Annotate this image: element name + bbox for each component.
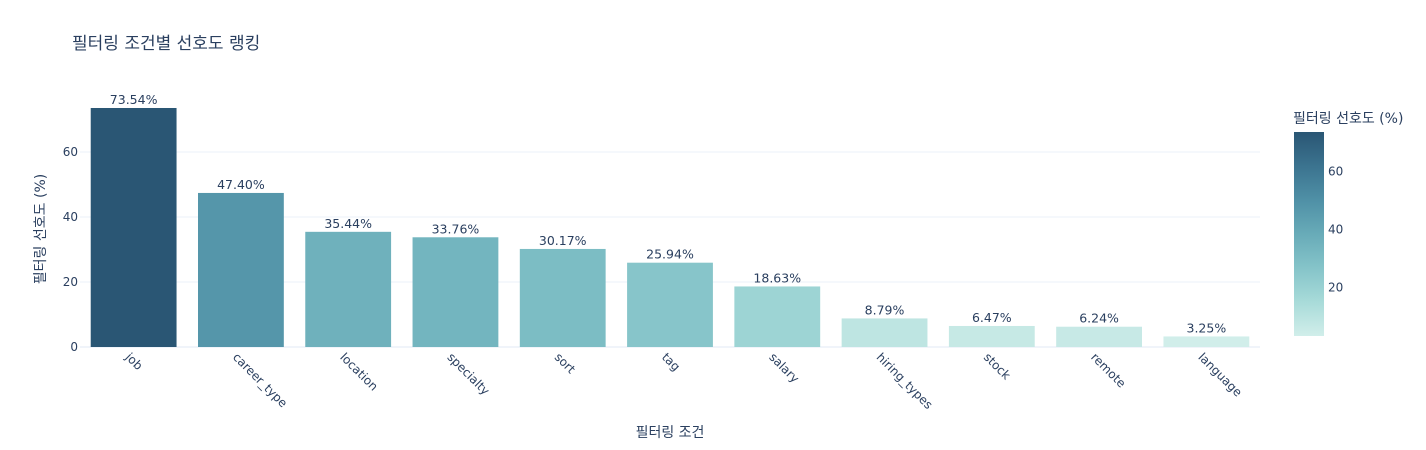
- x-tick-label: sort: [552, 350, 579, 377]
- x-tick-label: language: [1195, 350, 1244, 399]
- data-label: 47.40%: [217, 177, 265, 192]
- x-tick-label: remote: [1088, 350, 1128, 390]
- x-tick-label: stock: [981, 350, 1013, 382]
- bar-stock[interactable]: [948, 325, 1035, 347]
- data-label: 35.44%: [324, 216, 372, 231]
- data-labels: 73.54% 47.40% 35.44% 33.76% 30.17% 25.94% 18.6…: [110, 92, 1227, 335]
- y-tick-label: 40: [63, 210, 78, 224]
- colorbar-tick-label: 40: [1328, 222, 1343, 236]
- data-label: 6.47%: [972, 310, 1012, 325]
- data-label: 8.79%: [865, 302, 905, 317]
- bar-salary[interactable]: [734, 286, 821, 347]
- data-label: 73.54%: [110, 92, 158, 107]
- data-label: 18.63%: [753, 270, 801, 285]
- y-axis-ticks: 0 20 40 60: [63, 145, 78, 354]
- colorbar: 필터링 선호도 (%) 20 40 60: [1293, 111, 1403, 336]
- x-tick-label: specialty: [445, 350, 493, 398]
- bar-career_type[interactable]: [198, 192, 284, 347]
- data-label: 3.25%: [1187, 320, 1227, 335]
- x-tick-label: salary: [766, 350, 802, 386]
- bar-location[interactable]: [305, 231, 392, 347]
- bar-tag[interactable]: [627, 262, 713, 347]
- bar-remote[interactable]: [1056, 326, 1142, 347]
- x-tick-label: job: [122, 349, 146, 373]
- x-axis-title: 필터링 조건: [636, 425, 705, 441]
- bar-hiring_types[interactable]: [841, 318, 928, 347]
- y-tick-label: 20: [63, 275, 78, 289]
- y-tick-label: 60: [63, 145, 78, 159]
- colorbar-gradient: [1294, 132, 1324, 336]
- colorbar-tick-label: 60: [1328, 164, 1343, 178]
- data-label: 6.24%: [1079, 311, 1119, 326]
- colorbar-tick-label: 20: [1328, 280, 1343, 294]
- x-tick-label: tag: [659, 350, 683, 374]
- y-axis-title: 필터링 선호도 (%): [33, 174, 49, 284]
- data-label: 33.76%: [432, 221, 480, 236]
- bar-job[interactable]: [90, 107, 177, 348]
- y-tick-label: 0: [70, 340, 78, 354]
- colorbar-title: 필터링 선호도 (%): [1293, 111, 1403, 127]
- x-tick-label: hiring_types: [874, 350, 936, 412]
- bar-sort[interactable]: [519, 248, 606, 347]
- x-axis-ticks: job career_type location specialty sort tag sa…: [122, 349, 1245, 412]
- bars: [90, 107, 1250, 348]
- x-tick-label: career_type: [230, 350, 290, 410]
- bar-specialty[interactable]: [412, 237, 499, 347]
- x-tick-label: location: [337, 350, 381, 394]
- chart-title: 필터링 조건별 선호도 랭킹: [72, 34, 260, 54]
- data-label: 25.94%: [646, 247, 694, 262]
- bar-language[interactable]: [1163, 336, 1250, 347]
- data-label: 30.17%: [539, 233, 587, 248]
